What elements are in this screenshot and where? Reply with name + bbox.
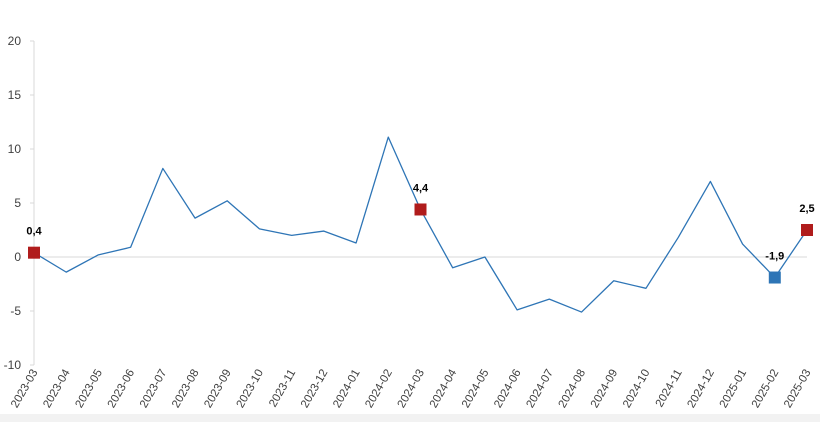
data-label: -1,9 [765,251,784,263]
x-tick-label: 2023-05 [74,368,106,411]
x-tick-label: 2024-01 [331,368,363,411]
x-tick-label: 2023-04 [41,367,73,410]
y-tick-label: -5 [10,304,21,318]
data-label: 0,4 [26,226,42,238]
x-tick-label: 2024-07 [524,368,556,411]
series [33,136,808,313]
y-tick-label: 10 [8,142,22,156]
x-tick-label: 2023-12 [299,368,331,411]
x-tick-label: 2025-01 [718,368,750,411]
x-axis: 2023-03 2023-04 2023-05 2023-06 2023-07 2023-… [9,256,814,411]
highlight-marker [28,246,40,259]
y-tick-label: 0 [14,250,21,264]
y-axis: -10 -5 0 5 10 15 20 [4,34,35,372]
y-tick-label: -10 [4,358,22,372]
x-tick-label: 2025-03 [782,368,814,411]
data-label: 4,4 [413,182,429,194]
x-tick-label: 2024-03 [396,368,428,411]
x-tick-label: 2024-04 [428,367,460,410]
highlighted-points: 0,4 4,4 -1,9 2,5 [26,182,815,284]
x-tick-label: 2023-03 [9,368,41,411]
x-tick-label: 2025-02 [750,368,782,411]
x-tick-label: 2024-05 [460,367,492,410]
x-tick-label: 2024-02 [363,368,395,411]
footer-band [0,414,820,422]
highlight-marker [414,203,427,216]
x-tick-label: 2023-06 [106,368,138,411]
x-tick-label: 2023-10 [235,368,267,411]
x-tick-label: 2024-06 [492,368,524,411]
highlight-marker [801,224,813,236]
x-tick-label: 2024-11 [654,368,685,410]
x-tick-label: 2023-07 [138,368,170,411]
series-line [33,136,808,313]
x-tick-label: 2023-08 [170,368,202,411]
highlight-marker [768,271,781,284]
x-tick-label: 2024-08 [557,368,589,411]
x-tick-label: 2024-10 [621,368,653,411]
x-tick-label: 2023-11 [267,368,298,410]
y-tick-label: 5 [14,196,21,210]
x-tick-label: 2024-12 [685,368,717,411]
x-tick-label: 2024-09 [589,368,621,411]
y-tick-label: 20 [8,34,22,48]
x-tick-label: 2023-09 [202,368,234,411]
y-tick-label: 15 [8,88,22,102]
data-label: 2,5 [799,203,814,215]
